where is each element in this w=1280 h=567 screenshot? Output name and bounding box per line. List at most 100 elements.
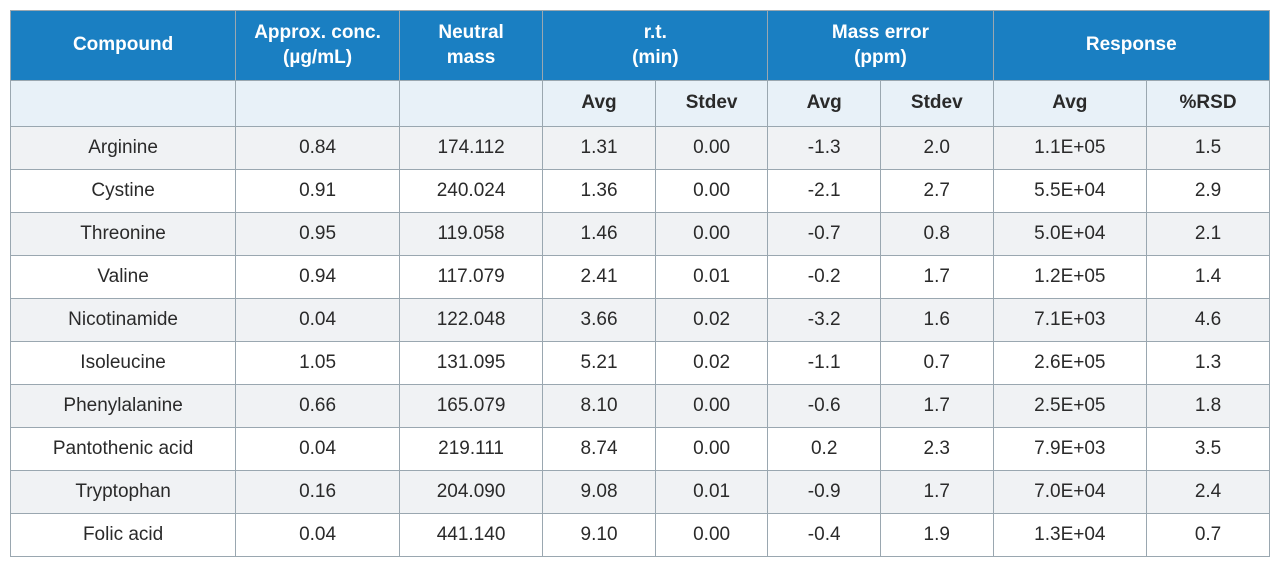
sub-rt-avg: Avg bbox=[543, 81, 656, 127]
cell-rt_avg: 9.10 bbox=[543, 514, 656, 557]
sub-empty bbox=[236, 81, 400, 127]
cell-conc: 0.84 bbox=[236, 127, 400, 170]
cell-resp_avg: 2.5E+05 bbox=[993, 385, 1147, 428]
cell-me_avg: -2.1 bbox=[768, 170, 881, 213]
cell-me_stdev: 2.0 bbox=[880, 127, 993, 170]
cell-rt_stdev: 0.00 bbox=[655, 213, 768, 256]
cell-compound: Valine bbox=[11, 256, 236, 299]
col-conc: Approx. conc.(µg/mL) bbox=[236, 11, 400, 81]
cell-neutral: 131.095 bbox=[399, 342, 542, 385]
col-rt: r.t.(min) bbox=[543, 11, 768, 81]
sub-empty bbox=[399, 81, 542, 127]
table-row: Isoleucine1.05131.0955.210.02-1.10.72.6E… bbox=[11, 342, 1270, 385]
sub-rt-stdev: Stdev bbox=[655, 81, 768, 127]
cell-resp_avg: 7.9E+03 bbox=[993, 428, 1147, 471]
cell-conc: 0.95 bbox=[236, 213, 400, 256]
cell-compound: Isoleucine bbox=[11, 342, 236, 385]
cell-compound: Threonine bbox=[11, 213, 236, 256]
cell-neutral: 441.140 bbox=[399, 514, 542, 557]
cell-compound: Cystine bbox=[11, 170, 236, 213]
table-row: Threonine0.95119.0581.460.00-0.70.85.0E+… bbox=[11, 213, 1270, 256]
cell-resp_rsd: 1.4 bbox=[1147, 256, 1270, 299]
cell-resp_rsd: 1.5 bbox=[1147, 127, 1270, 170]
cell-me_avg: -0.4 bbox=[768, 514, 881, 557]
cell-conc: 0.04 bbox=[236, 299, 400, 342]
cell-rt_avg: 8.74 bbox=[543, 428, 656, 471]
col-neutral: Neutralmass bbox=[399, 11, 542, 81]
cell-rt_stdev: 0.00 bbox=[655, 127, 768, 170]
cell-me_avg: -3.2 bbox=[768, 299, 881, 342]
table-body: Arginine0.84174.1121.310.00-1.32.01.1E+0… bbox=[11, 127, 1270, 557]
cell-compound: Nicotinamide bbox=[11, 299, 236, 342]
cell-rt_stdev: 0.00 bbox=[655, 385, 768, 428]
compound-table: Compound Approx. conc.(µg/mL) Neutralmas… bbox=[10, 10, 1270, 557]
cell-neutral: 174.112 bbox=[399, 127, 542, 170]
cell-neutral: 117.079 bbox=[399, 256, 542, 299]
cell-me_stdev: 1.7 bbox=[880, 385, 993, 428]
cell-resp_avg: 5.0E+04 bbox=[993, 213, 1147, 256]
cell-rt_avg: 8.10 bbox=[543, 385, 656, 428]
cell-compound: Pantothenic acid bbox=[11, 428, 236, 471]
cell-resp_rsd: 2.9 bbox=[1147, 170, 1270, 213]
table-row: Phenylalanine0.66165.0798.100.00-0.61.72… bbox=[11, 385, 1270, 428]
cell-resp_avg: 7.1E+03 bbox=[993, 299, 1147, 342]
cell-me_avg: -0.7 bbox=[768, 213, 881, 256]
cell-rt_stdev: 0.00 bbox=[655, 428, 768, 471]
cell-rt_avg: 1.36 bbox=[543, 170, 656, 213]
cell-me_avg: 0.2 bbox=[768, 428, 881, 471]
cell-rt_stdev: 0.00 bbox=[655, 170, 768, 213]
cell-neutral: 240.024 bbox=[399, 170, 542, 213]
table-row: Arginine0.84174.1121.310.00-1.32.01.1E+0… bbox=[11, 127, 1270, 170]
cell-resp_avg: 5.5E+04 bbox=[993, 170, 1147, 213]
col-response: Response bbox=[993, 11, 1269, 81]
cell-rt_avg: 1.46 bbox=[543, 213, 656, 256]
cell-me_stdev: 0.7 bbox=[880, 342, 993, 385]
cell-resp_rsd: 3.5 bbox=[1147, 428, 1270, 471]
cell-rt_stdev: 0.01 bbox=[655, 471, 768, 514]
cell-me_stdev: 0.8 bbox=[880, 213, 993, 256]
cell-rt_avg: 9.08 bbox=[543, 471, 656, 514]
cell-me_avg: -1.1 bbox=[768, 342, 881, 385]
cell-resp_rsd: 2.4 bbox=[1147, 471, 1270, 514]
table-row: Valine0.94117.0792.410.01-0.21.71.2E+051… bbox=[11, 256, 1270, 299]
cell-conc: 0.04 bbox=[236, 514, 400, 557]
cell-resp_rsd: 0.7 bbox=[1147, 514, 1270, 557]
cell-conc: 0.04 bbox=[236, 428, 400, 471]
sub-resp-rsd: %RSD bbox=[1147, 81, 1270, 127]
cell-resp_avg: 1.1E+05 bbox=[993, 127, 1147, 170]
cell-neutral: 219.111 bbox=[399, 428, 542, 471]
cell-rt_avg: 5.21 bbox=[543, 342, 656, 385]
cell-resp_avg: 1.3E+04 bbox=[993, 514, 1147, 557]
cell-resp_avg: 2.6E+05 bbox=[993, 342, 1147, 385]
cell-me_avg: -0.6 bbox=[768, 385, 881, 428]
cell-resp_rsd: 4.6 bbox=[1147, 299, 1270, 342]
cell-rt_stdev: 0.01 bbox=[655, 256, 768, 299]
subheader-row: Avg Stdev Avg Stdev Avg %RSD bbox=[11, 81, 1270, 127]
cell-resp_avg: 7.0E+04 bbox=[993, 471, 1147, 514]
cell-me_stdev: 1.7 bbox=[880, 471, 993, 514]
table-row: Tryptophan0.16204.0909.080.01-0.91.77.0E… bbox=[11, 471, 1270, 514]
cell-me_avg: -0.2 bbox=[768, 256, 881, 299]
cell-compound: Tryptophan bbox=[11, 471, 236, 514]
cell-neutral: 122.048 bbox=[399, 299, 542, 342]
cell-conc: 1.05 bbox=[236, 342, 400, 385]
table-row: Cystine0.91240.0241.360.00-2.12.75.5E+04… bbox=[11, 170, 1270, 213]
table-row: Pantothenic acid0.04219.1118.740.000.22.… bbox=[11, 428, 1270, 471]
table-row: Nicotinamide0.04122.0483.660.02-3.21.67.… bbox=[11, 299, 1270, 342]
cell-rt_avg: 3.66 bbox=[543, 299, 656, 342]
cell-me_stdev: 1.9 bbox=[880, 514, 993, 557]
cell-me_stdev: 2.7 bbox=[880, 170, 993, 213]
cell-resp_rsd: 1.3 bbox=[1147, 342, 1270, 385]
cell-resp_avg: 1.2E+05 bbox=[993, 256, 1147, 299]
cell-rt_stdev: 0.02 bbox=[655, 342, 768, 385]
sub-empty bbox=[11, 81, 236, 127]
cell-me_avg: -1.3 bbox=[768, 127, 881, 170]
cell-neutral: 204.090 bbox=[399, 471, 542, 514]
header-row: Compound Approx. conc.(µg/mL) Neutralmas… bbox=[11, 11, 1270, 81]
cell-me_stdev: 2.3 bbox=[880, 428, 993, 471]
sub-resp-avg: Avg bbox=[993, 81, 1147, 127]
cell-rt_avg: 1.31 bbox=[543, 127, 656, 170]
table-row: Folic acid0.04441.1409.100.00-0.41.91.3E… bbox=[11, 514, 1270, 557]
sub-me-avg: Avg bbox=[768, 81, 881, 127]
cell-compound: Folic acid bbox=[11, 514, 236, 557]
